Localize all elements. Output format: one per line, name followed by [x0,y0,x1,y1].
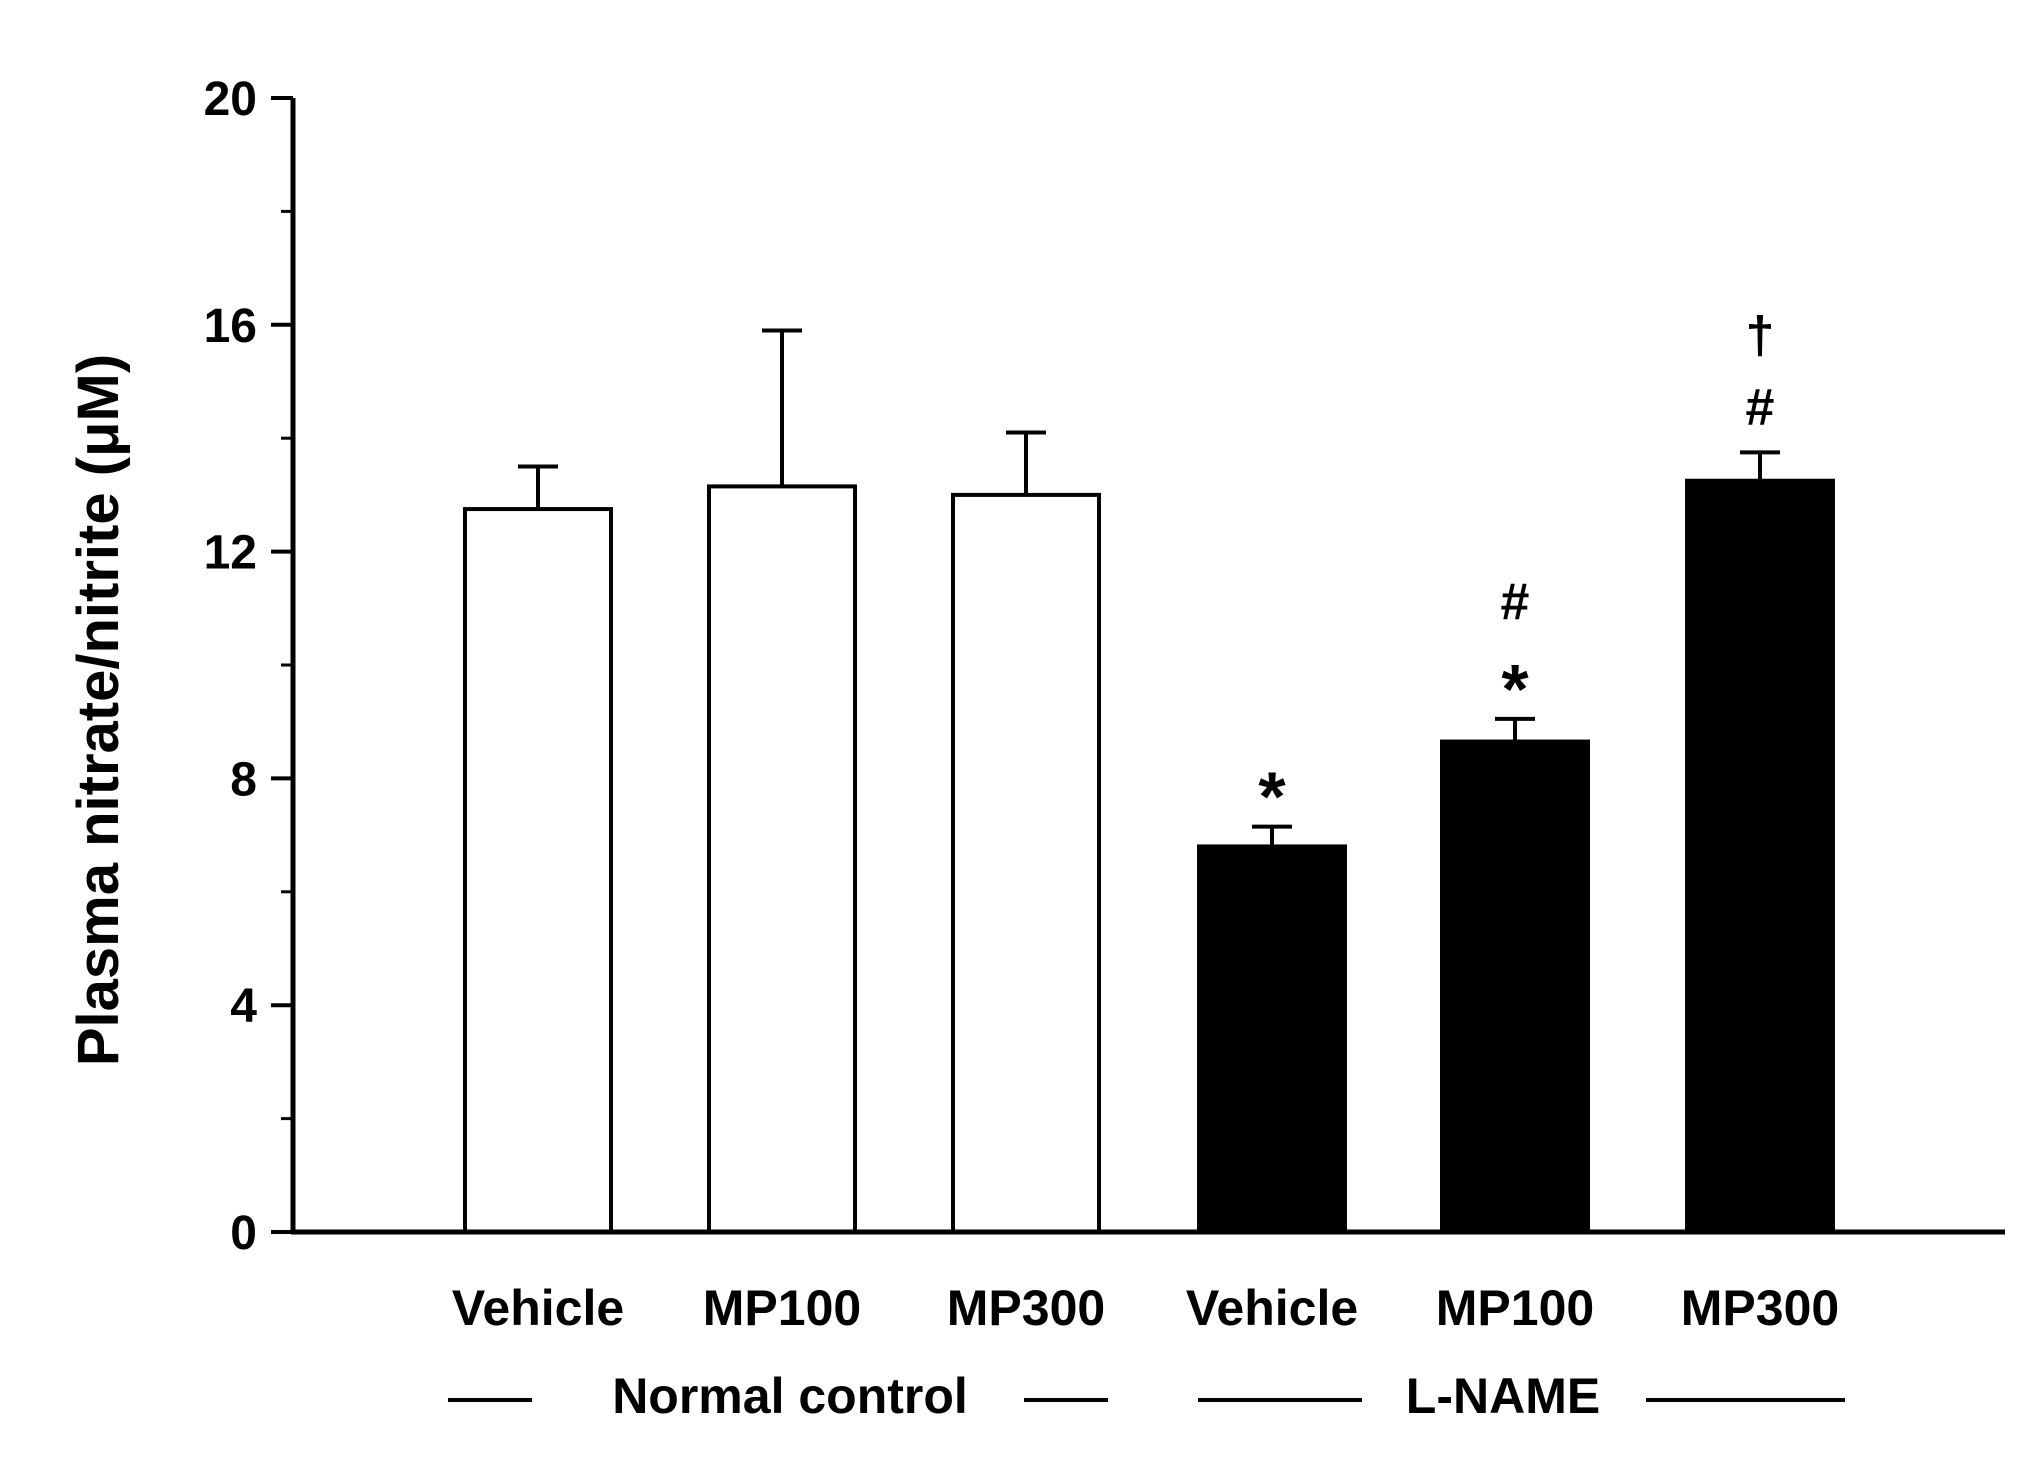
x-tick-label: MP300 [947,1280,1105,1336]
bar-3 [951,492,1101,1234]
significance-marker: * [1258,758,1286,836]
x-tick-label: Vehicle [452,1280,624,1336]
y-tick-label: 4 [230,980,257,1033]
significance-marker: † [1746,306,1775,364]
bar-2 [707,484,857,1234]
y-axis-label: Plasma nitrate/nitrite (μM) [66,354,131,1066]
y-tick-label: 20 [204,73,257,126]
group-label: Normal control [612,1368,968,1424]
x-tick-label: Vehicle [1186,1280,1358,1336]
significance-marker: * [1501,650,1529,728]
x-tick-label: MP300 [1681,1280,1839,1336]
bar-4 [1197,844,1347,1234]
y-tick-label: 8 [230,753,257,806]
significance-marker: # [1746,378,1775,436]
significance-marker: # [1501,573,1530,631]
bar-1 [463,507,613,1234]
y-tick-label: 0 [230,1207,257,1260]
y-tick-label: 16 [204,300,257,353]
group-label: L-NAME [1406,1368,1600,1424]
x-tick-label: MP100 [703,1280,861,1336]
bar-5 [1440,739,1590,1234]
x-tick-label: MP100 [1436,1280,1594,1336]
y-tick-label: 12 [204,527,257,580]
bar-6 [1685,478,1835,1235]
